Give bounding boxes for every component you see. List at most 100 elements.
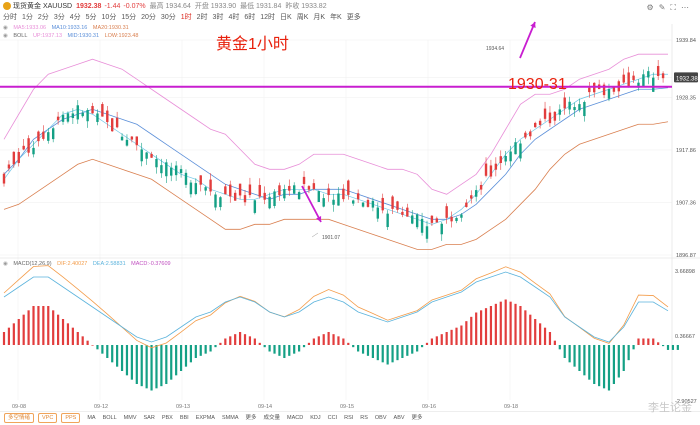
- candle-body: [140, 149, 143, 162]
- macd-bar: [494, 303, 497, 345]
- macd-bar: [47, 306, 50, 345]
- candle-body: [332, 199, 335, 205]
- candle-body: [165, 162, 168, 177]
- timeframe-tab[interactable]: 3时: [212, 14, 224, 21]
- indicator-tab[interactable]: PBX: [161, 415, 173, 421]
- boll-legend: ◉ BOLL UP:1937.13 MID:1930.31 LOW:1923.4…: [0, 32, 142, 40]
- timeframe-tab[interactable]: 6时: [244, 14, 256, 21]
- macd-bar: [81, 336, 84, 345]
- low-marker-pointer: [311, 232, 319, 238]
- timeframe-tab[interactable]: 12时: [260, 14, 276, 21]
- eye-icon[interactable]: ◉: [3, 261, 8, 267]
- timeframe-tab[interactable]: 1分: [22, 14, 33, 21]
- indicator-tab[interactable]: BBI: [179, 415, 189, 421]
- macd-bar: [268, 345, 271, 352]
- timeframe-tab[interactable]: 1时: [180, 14, 192, 21]
- y-tick-label: 1917.86: [676, 148, 696, 154]
- indicator-tab[interactable]: BOLL: [102, 415, 117, 421]
- indicator-tab[interactable]: 更多: [245, 415, 257, 421]
- macd-bar: [130, 345, 133, 380]
- indicator-tab[interactable]: MMV: [123, 415, 137, 421]
- indicator-tab[interactable]: SMMA: [221, 415, 239, 421]
- footer-button[interactable]: PPS: [61, 413, 81, 423]
- macd-bar: [204, 345, 207, 354]
- settings-icon[interactable]: ⚙: [646, 3, 659, 12]
- more-icon[interactable]: ⋯: [681, 3, 694, 12]
- macd-bar: [312, 338, 315, 345]
- macd-bar: [57, 314, 60, 345]
- macd-bar: [652, 338, 655, 345]
- macd-bar: [445, 332, 448, 345]
- timeframe-tab[interactable]: 3分: [53, 14, 65, 21]
- indicator-tab[interactable]: KDJ: [310, 415, 321, 421]
- candle-body: [420, 218, 424, 233]
- drawing-tool-icon[interactable]: ✎: [658, 3, 671, 12]
- timeframe-tab[interactable]: 4分: [69, 14, 81, 21]
- indicator-tab[interactable]: OBV: [374, 415, 387, 421]
- macd-bar: [229, 336, 232, 345]
- timeframe-tab[interactable]: 年K: [330, 14, 342, 21]
- macd-bar: [352, 345, 355, 348]
- price-axis: 1939.84 1932.38 1928.35 1917.86 1907.36 1896.…: [674, 38, 698, 405]
- timeframe-tab[interactable]: 20分: [141, 14, 156, 21]
- macd-bar: [666, 345, 670, 350]
- symbol-name[interactable]: 现货黄金 XAUUSD: [13, 3, 73, 10]
- macd-bar: [12, 323, 15, 345]
- timeframe-tab[interactable]: 2时: [196, 14, 208, 21]
- candle-body: [288, 185, 291, 191]
- candle-body: [371, 200, 375, 208]
- eye-icon[interactable]: ◉: [3, 25, 8, 31]
- timeframe-tab[interactable]: 日K: [280, 14, 292, 21]
- indicator-tab[interactable]: MACD: [287, 415, 304, 421]
- macd-bar: [637, 338, 640, 345]
- candle-body: [170, 167, 173, 176]
- macd-bar: [558, 345, 561, 350]
- macd-bar: [199, 345, 202, 356]
- timeframe-tab[interactable]: 10分: [101, 14, 117, 21]
- indicator-tab[interactable]: RS: [360, 415, 368, 421]
- indicator-tab[interactable]: CCI: [327, 415, 338, 421]
- candle-body: [455, 217, 458, 222]
- indicator-tab[interactable]: 成交量: [263, 415, 281, 421]
- macd-bar: [189, 345, 193, 363]
- macd-bar: [22, 314, 25, 345]
- candle-body: [233, 192, 237, 201]
- x-tick-label: 09-16: [422, 404, 436, 410]
- timeframe-tab[interactable]: 分时: [3, 14, 17, 21]
- fullscreen-icon[interactable]: ⛶: [670, 3, 681, 12]
- macd-bar: [381, 345, 384, 363]
- level-annotation: 1930-31: [508, 76, 567, 93]
- x-tick-label: 09-08: [12, 404, 26, 410]
- indicator-tab[interactable]: EXPMA: [195, 415, 215, 421]
- indicator-tab[interactable]: MA: [87, 415, 96, 421]
- timeframe-tab[interactable]: 4时: [228, 14, 240, 21]
- candle-body: [656, 66, 660, 76]
- candle-body: [12, 151, 16, 165]
- eye-icon[interactable]: ◉: [3, 33, 8, 39]
- footer-button[interactable]: 多空情绪: [4, 413, 35, 423]
- timeframe-tab[interactable]: 周K: [296, 14, 309, 21]
- timeframe-tab[interactable]: 30分: [160, 14, 176, 21]
- footer-button[interactable]: VPC: [38, 413, 58, 423]
- timeframe-tab[interactable]: 2分: [37, 14, 49, 21]
- indicator-tab[interactable]: ABV: [393, 415, 405, 421]
- price-change: -1.44: [104, 3, 121, 10]
- candle-body: [342, 188, 345, 200]
- macd-bar: [602, 345, 606, 389]
- candle-body: [120, 136, 124, 141]
- macd-bar: [553, 340, 556, 345]
- timeframe-tab[interactable]: 5分: [85, 14, 97, 21]
- indicator-tab[interactable]: SAR: [143, 415, 155, 421]
- timeframe-tab[interactable]: 月K: [313, 14, 326, 21]
- timeframe-tab[interactable]: 15分: [121, 14, 137, 21]
- down-arrow: [301, 185, 322, 223]
- indicator-tab[interactable]: 更多: [411, 415, 423, 421]
- macd-bar: [563, 345, 566, 358]
- timeframe-tab[interactable]: 更多: [346, 14, 361, 21]
- chart-header: 现货黄金 XAUUSD 1932.38 -1.44 -0.07% 最高 1934.64 开…: [0, 0, 700, 24]
- indicator-tab[interactable]: RSI: [344, 415, 354, 421]
- macd-bar: [514, 303, 517, 345]
- macd-bar: [234, 334, 237, 345]
- macd-bar: [71, 327, 74, 345]
- macd-bar: [543, 327, 547, 345]
